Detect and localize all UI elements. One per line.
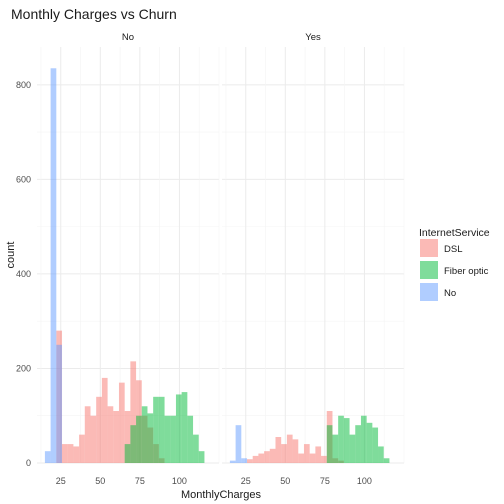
bar-yes-dsl bbox=[264, 451, 270, 463]
x-tick-label: 75 bbox=[320, 476, 330, 486]
bar-no-dsl bbox=[73, 446, 80, 463]
legend-label-dsl: DSL bbox=[444, 244, 462, 255]
facet-panel-no: No 25 50 75 100 bbox=[37, 32, 220, 486]
bar-yes-dsl bbox=[321, 455, 327, 463]
grid-yes bbox=[222, 47, 405, 464]
bar-no-fiber-optic bbox=[198, 451, 205, 463]
bar-yes-dsl bbox=[258, 453, 265, 463]
x-tick-label: 100 bbox=[357, 476, 372, 486]
legend-title: InternetService bbox=[419, 227, 490, 239]
bar-no-dsl bbox=[101, 377, 108, 463]
legend-swatch-fiber-optic bbox=[420, 261, 438, 279]
bar-no-dsl bbox=[96, 396, 102, 463]
bar-yes-dsl bbox=[275, 437, 282, 463]
bar-yes-fiber-optic bbox=[343, 418, 350, 463]
x-tick-labels-no: 25 50 75 100 bbox=[56, 476, 187, 486]
y-tick-label: 800 bbox=[16, 80, 31, 90]
x-tick-label: 25 bbox=[241, 476, 251, 486]
bar-yes-fiber-optic bbox=[326, 425, 333, 463]
bar-yes-fiber-optic bbox=[366, 422, 373, 463]
x-tick-label: 25 bbox=[56, 476, 66, 486]
y-tick-label: 200 bbox=[16, 363, 31, 373]
chart-title: Monthly Charges vs Churn bbox=[11, 6, 177, 22]
bar-yes-fiber-optic bbox=[383, 458, 390, 463]
y-tick-label: 400 bbox=[16, 269, 31, 279]
bars-yes bbox=[229, 411, 390, 463]
bar-yes-dsl bbox=[286, 434, 293, 463]
bar-no-fiber-optic bbox=[175, 394, 182, 463]
bar-no-fiber-optic bbox=[164, 415, 171, 463]
bar-no-fiber-optic bbox=[141, 406, 148, 463]
bar-yes-dsl bbox=[309, 453, 316, 463]
bar-no-dsl bbox=[79, 434, 85, 463]
y-tick-labels: 0 200 400 600 800 bbox=[16, 80, 31, 468]
bar-no-no bbox=[50, 68, 57, 463]
grid-no bbox=[37, 47, 220, 464]
bar-yes-fiber-optic bbox=[338, 415, 344, 463]
bar-yes-fiber-optic bbox=[355, 425, 361, 463]
x-tick-label: 75 bbox=[135, 476, 145, 486]
bars-no bbox=[44, 68, 205, 463]
facet-panel-yes: Yes 25 50 75 100 bbox=[222, 32, 405, 486]
bar-yes-dsl bbox=[303, 444, 310, 463]
bar-yes-no bbox=[235, 425, 242, 463]
bar-yes-no bbox=[241, 458, 248, 463]
bar-no-dsl bbox=[67, 444, 74, 463]
legend-swatch-dsl bbox=[420, 239, 438, 257]
y-tick-label: 600 bbox=[16, 174, 31, 184]
facet-label-yes: Yes bbox=[305, 32, 321, 43]
x-tick-label: 50 bbox=[95, 476, 105, 486]
bar-yes-dsl bbox=[252, 455, 259, 463]
y-tick-label: 0 bbox=[26, 458, 31, 468]
bar-yes-fiber-optic bbox=[372, 427, 379, 463]
bar-no-dsl bbox=[62, 444, 68, 463]
bar-no-fiber-optic bbox=[147, 413, 154, 463]
y-axis-title: count bbox=[5, 242, 17, 269]
bar-no-fiber-optic bbox=[187, 415, 194, 463]
bar-yes-dsl bbox=[292, 439, 299, 463]
bar-yes-dsl bbox=[298, 453, 304, 463]
bar-no-dsl bbox=[107, 406, 114, 463]
bar-no-fiber-optic bbox=[170, 415, 176, 463]
facet-label-no: No bbox=[122, 32, 134, 43]
bar-yes-dsl bbox=[247, 459, 253, 463]
bar-no-no bbox=[56, 344, 63, 463]
legend-label-no: No bbox=[444, 288, 456, 299]
bar-no-dsl bbox=[118, 382, 125, 463]
bar-no-fiber-optic bbox=[193, 434, 199, 463]
x-tick-label: 50 bbox=[280, 476, 290, 486]
bar-yes-fiber-optic bbox=[349, 434, 356, 463]
bar-yes-dsl bbox=[281, 444, 287, 463]
x-axis-title: MonthlyCharges bbox=[181, 489, 262, 501]
bar-yes-dsl bbox=[315, 446, 322, 463]
legend-swatch-no bbox=[420, 283, 438, 301]
bar-yes-fiber-optic bbox=[332, 434, 339, 463]
bar-no-dsl bbox=[130, 361, 137, 463]
bar-no-no bbox=[44, 451, 51, 463]
bar-yes-fiber-optic bbox=[360, 415, 367, 463]
x-tick-labels-yes: 25 50 75 100 bbox=[241, 476, 372, 486]
bar-no-dsl bbox=[124, 411, 131, 463]
bar-no-fiber-optic bbox=[153, 396, 159, 463]
bar-no-dsl bbox=[90, 415, 97, 463]
bar-no-dsl bbox=[113, 411, 119, 463]
bar-yes-fiber-optic bbox=[378, 446, 384, 463]
legend: InternetService DSL Fiber optic No bbox=[419, 227, 490, 301]
bar-yes-dsl bbox=[269, 448, 276, 463]
bar-no-fiber-optic bbox=[124, 444, 131, 463]
bar-no-fiber-optic bbox=[181, 392, 188, 463]
bar-yes-no bbox=[229, 460, 236, 463]
bar-no-fiber-optic bbox=[130, 425, 137, 463]
bar-no-fiber-optic bbox=[136, 415, 142, 463]
bar-no-fiber-optic bbox=[158, 396, 165, 463]
x-tick-label: 100 bbox=[172, 476, 187, 486]
bar-no-dsl bbox=[84, 406, 91, 463]
legend-label-fiber-optic: Fiber optic bbox=[444, 266, 489, 277]
